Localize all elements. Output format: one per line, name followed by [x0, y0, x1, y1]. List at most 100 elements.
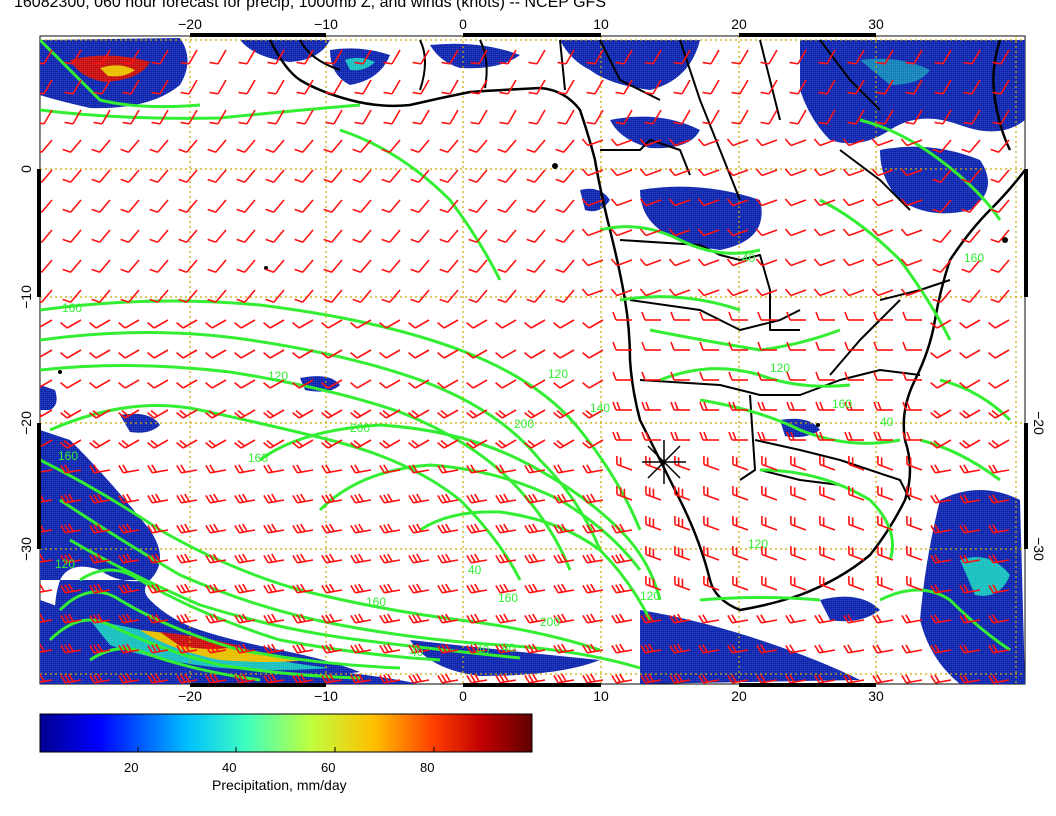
wind-barb-icon — [89, 643, 111, 654]
wind-barb-icon — [40, 673, 53, 684]
wind-barb-icon — [495, 379, 517, 389]
wind-barb-icon — [381, 199, 401, 214]
wind-barb-icon — [40, 79, 53, 95]
wind-barb-icon — [761, 545, 778, 561]
wind-barb-icon — [959, 584, 981, 594]
wind-barb-icon — [352, 199, 372, 214]
wind-barb-icon — [872, 614, 894, 624]
wind-barb-icon — [408, 583, 430, 594]
wind-barb-icon — [439, 289, 459, 304]
wind-barb-icon — [553, 673, 575, 684]
wind-barb-icon — [524, 439, 546, 449]
wind-barb-icon — [176, 319, 198, 329]
wind-barb-icon — [988, 464, 1010, 474]
wind-barb-icon — [644, 109, 662, 125]
wind-barb-icon — [238, 79, 256, 95]
wind-barb-icon — [468, 139, 488, 154]
wind-barb-icon — [784, 168, 807, 177]
wind-barb-icon — [877, 575, 894, 591]
wind-barb-icon — [553, 643, 575, 654]
wind-barb-icon — [265, 169, 285, 184]
wind-barb-icon — [848, 545, 865, 561]
wind-barb-icon — [120, 139, 140, 154]
wind-barb-icon — [470, 79, 488, 95]
wind-barb-icon — [932, 199, 952, 214]
wind-barb-icon — [755, 138, 778, 147]
wind-barb-icon — [699, 431, 719, 441]
wind-barb-icon — [814, 614, 836, 624]
wind-barb-icon — [731, 109, 749, 125]
wind-barb-icon — [702, 109, 720, 125]
wind-barb-icon — [873, 311, 893, 321]
wind-barb-icon — [236, 289, 256, 304]
wind-barb-icon — [528, 79, 546, 95]
wind-barb-icon — [790, 485, 807, 501]
wind-barb-icon — [149, 259, 169, 274]
wind-barb-icon — [118, 349, 140, 359]
wind-barb-icon — [582, 643, 604, 654]
wind-barb-icon — [641, 371, 661, 381]
wind-barb-icon — [674, 485, 691, 501]
wind-barb-icon — [876, 109, 894, 125]
wind-barb-icon — [40, 553, 53, 564]
wind-barb-icon — [959, 494, 981, 504]
wind-barb-icon — [992, 109, 1010, 125]
wind-barb-icon — [553, 493, 575, 504]
wind-barb-icon — [263, 493, 285, 504]
wind-barb-icon — [819, 515, 836, 531]
contour-label: 160 — [366, 595, 386, 609]
lon-tick: 10 — [593, 688, 609, 704]
wind-barb-icon — [147, 673, 169, 684]
wind-barb-icon — [381, 139, 401, 154]
wind-barb-icon — [668, 258, 691, 267]
wind-barb-icon — [524, 493, 546, 504]
wind-barb-icon — [790, 515, 807, 531]
wind-barb-icon — [437, 319, 459, 329]
wind-barb-icon — [439, 199, 459, 214]
wind-barb-icon — [726, 168, 749, 177]
wind-barb-icon — [62, 139, 82, 154]
wind-barb-icon — [877, 515, 894, 531]
wind-barb-icon — [437, 379, 459, 389]
wind-barb-icon — [379, 613, 401, 624]
wind-barb-icon — [524, 613, 546, 624]
wind-barb-icon — [60, 464, 82, 474]
lat-tick: −20 — [1031, 411, 1047, 435]
wind-barb-icon — [784, 288, 807, 297]
wind-barb-icon — [586, 109, 604, 125]
wind-barb-icon — [697, 228, 720, 237]
wind-barb-icon — [350, 553, 372, 564]
lon-tick: −20 — [178, 16, 202, 32]
contour-label: 160 — [248, 451, 268, 465]
wind-barb-icon — [234, 493, 256, 504]
wind-barb-icon — [499, 109, 517, 125]
contour-label: 120 — [770, 361, 790, 375]
wind-barb-icon — [40, 583, 53, 594]
wind-barb-icon — [379, 553, 401, 564]
wind-barb-icon — [176, 493, 198, 504]
wind-barb-icon — [234, 553, 256, 564]
wind-barb-icon — [610, 198, 633, 207]
wind-barb-icon — [959, 409, 981, 419]
wind-barb-icon — [350, 379, 372, 389]
wind-barb-icon — [669, 643, 691, 654]
wind-barb-icon — [62, 229, 82, 244]
wind-barb-icon — [755, 168, 778, 177]
wind-barb-icon — [757, 371, 777, 381]
wind-barb-icon — [900, 228, 923, 237]
wind-barb-icon — [784, 228, 807, 237]
wind-barb-icon — [383, 49, 401, 65]
wind-barb-icon — [615, 49, 633, 65]
wind-barb-icon — [207, 289, 227, 304]
cross-marker-icon — [642, 440, 686, 484]
contour-label: 40 — [476, 643, 490, 657]
wind-barb-icon — [639, 198, 662, 207]
wind-barb-icon — [526, 259, 546, 274]
wind-barb-icon — [934, 79, 952, 95]
wind-barb-icon — [383, 109, 401, 125]
wind-barb-icon — [726, 258, 749, 267]
wind-barb-icon — [410, 199, 430, 214]
wind-barb-icon — [732, 485, 749, 501]
wind-barb-icon — [267, 109, 285, 125]
wind-barb-icon — [699, 311, 719, 321]
